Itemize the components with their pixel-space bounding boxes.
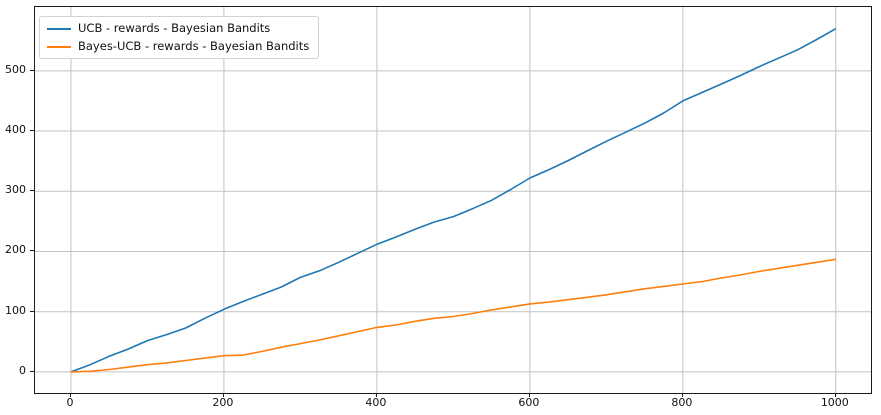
x-tick-mark (375, 393, 377, 397)
x-tick-label: 600 (518, 396, 540, 409)
legend-item-bayes-ucb: Bayes-UCB - rewards - Bayesian Bandits (47, 40, 309, 53)
y-tick-mark (30, 370, 34, 372)
chart-canvas (35, 7, 871, 393)
legend-line-swatch-ucb (47, 27, 71, 30)
x-tick-label: 400 (365, 396, 387, 409)
plot-area (34, 6, 872, 394)
legend: UCB - rewards - Bayesian Bandits Bayes-U… (39, 16, 320, 59)
y-tick-label: 300 (5, 183, 26, 197)
y-tick-label: 0 (19, 363, 26, 377)
x-tick-label: 200 (212, 396, 234, 409)
x-tick-mark (222, 393, 224, 397)
x-tick-mark (69, 393, 71, 397)
y-tick-label: 200 (5, 243, 26, 257)
y-tick-mark (30, 190, 34, 192)
legend-label-ucb: UCB - rewards - Bayesian Bandits (78, 21, 271, 35)
x-tick-label: 1000 (820, 396, 849, 409)
y-tick-label: 400 (5, 123, 26, 137)
x-tick-mark (528, 393, 530, 397)
legend-item-ucb: UCB - rewards - Bayesian Bandits (47, 22, 309, 35)
y-tick-mark (30, 310, 34, 312)
y-tick-mark (30, 69, 34, 71)
x-tick-mark (681, 393, 683, 397)
y-tick-label: 500 (5, 62, 26, 76)
legend-label-bayes-ucb: Bayes-UCB - rewards - Bayesian Bandits (78, 39, 310, 53)
x-tick-mark (834, 393, 836, 397)
y-tick-mark (30, 250, 34, 252)
y-tick-label: 100 (5, 303, 26, 317)
legend-line-swatch-bayes-ucb (47, 45, 71, 48)
x-tick-label: 0 (66, 396, 74, 409)
series-line-ucb (70, 28, 837, 373)
series-line-bayes-ucb (70, 258, 836, 373)
y-tick-mark (30, 130, 34, 132)
x-tick-label: 800 (671, 396, 693, 409)
